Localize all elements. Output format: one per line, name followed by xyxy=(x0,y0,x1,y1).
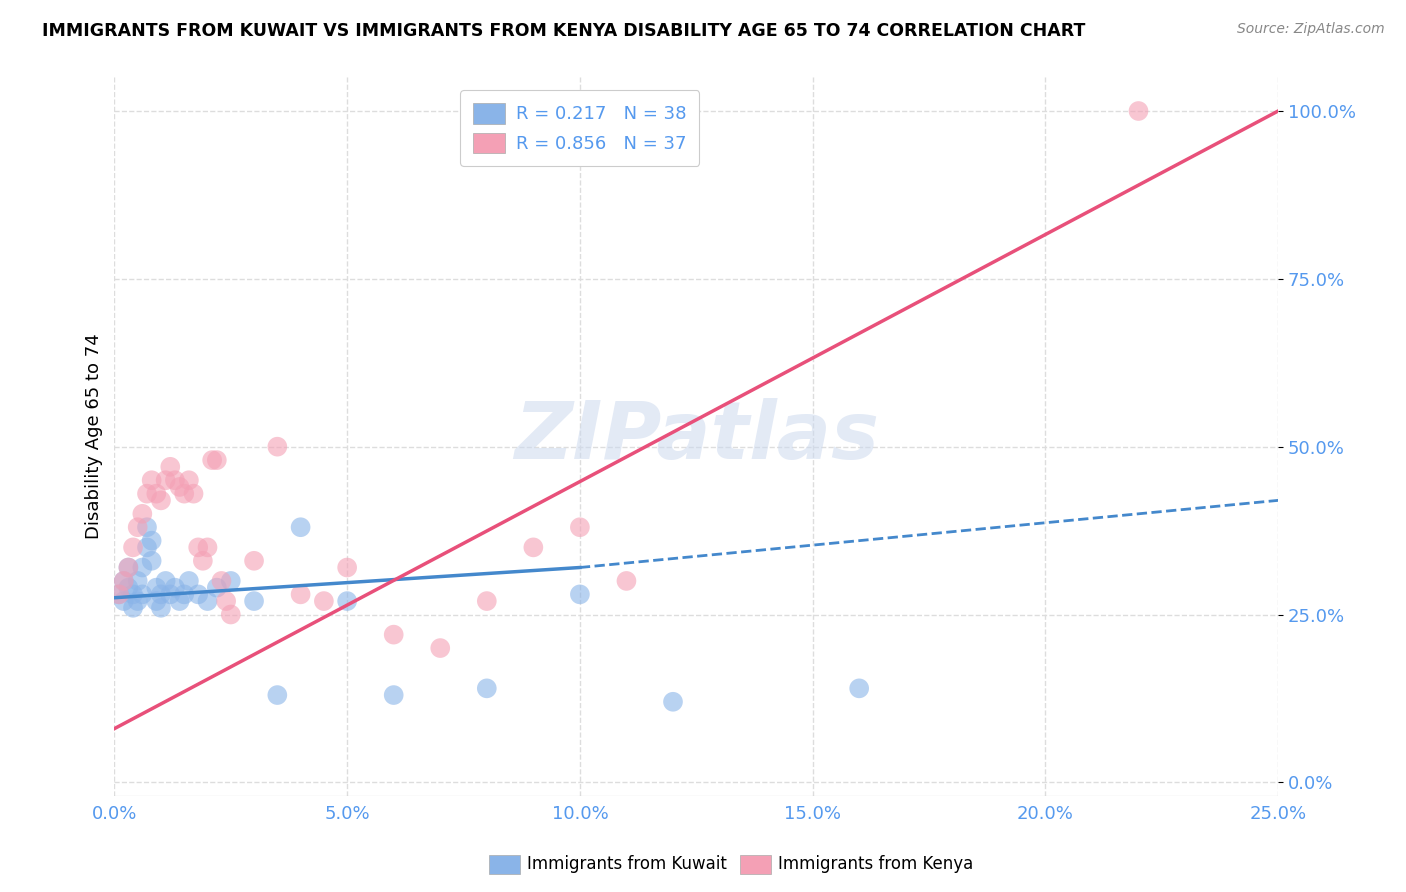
Point xyxy=(127,520,149,534)
Point xyxy=(112,574,135,588)
Text: Immigrants from Kuwait: Immigrants from Kuwait xyxy=(527,855,727,873)
Point xyxy=(243,554,266,568)
Point xyxy=(177,574,200,588)
Point xyxy=(197,541,219,555)
Point xyxy=(131,507,153,521)
Point xyxy=(155,574,177,588)
Point xyxy=(169,480,191,494)
Point xyxy=(117,560,139,574)
Point xyxy=(243,594,266,608)
Point xyxy=(131,587,153,601)
Point xyxy=(336,560,359,574)
Point xyxy=(475,594,498,608)
Point xyxy=(429,641,451,656)
Point xyxy=(163,473,186,487)
Point xyxy=(219,574,242,588)
Point xyxy=(122,600,145,615)
Point xyxy=(131,560,153,574)
Point xyxy=(117,581,139,595)
Point xyxy=(382,688,405,702)
Text: Source: ZipAtlas.com: Source: ZipAtlas.com xyxy=(1237,22,1385,37)
Point xyxy=(205,453,228,467)
Point xyxy=(382,627,405,641)
Point xyxy=(117,560,139,574)
Point xyxy=(475,681,498,696)
Point xyxy=(149,600,172,615)
Point xyxy=(112,574,135,588)
Point xyxy=(568,587,591,601)
Text: ZIPatlas: ZIPatlas xyxy=(513,398,879,475)
Point xyxy=(219,607,242,622)
Point xyxy=(662,695,685,709)
Point xyxy=(848,681,870,696)
Point xyxy=(266,440,288,454)
Point xyxy=(141,473,163,487)
Point xyxy=(159,587,181,601)
Text: IMMIGRANTS FROM KUWAIT VS IMMIGRANTS FROM KENYA DISABILITY AGE 65 TO 74 CORRELAT: IMMIGRANTS FROM KUWAIT VS IMMIGRANTS FRO… xyxy=(42,22,1085,40)
Point xyxy=(173,587,195,601)
Point xyxy=(1128,103,1150,118)
Point xyxy=(177,473,200,487)
Point xyxy=(197,594,219,608)
Point xyxy=(127,594,149,608)
Point xyxy=(145,581,167,595)
Point xyxy=(191,554,214,568)
Point xyxy=(205,581,228,595)
Point xyxy=(173,486,195,500)
Point xyxy=(108,587,131,601)
Point xyxy=(112,594,135,608)
Point xyxy=(122,587,145,601)
Point xyxy=(163,581,186,595)
Point xyxy=(616,574,638,588)
Point xyxy=(290,520,312,534)
Point xyxy=(159,459,181,474)
Point xyxy=(568,520,591,534)
Text: Immigrants from Kenya: Immigrants from Kenya xyxy=(778,855,973,873)
Point xyxy=(136,486,159,500)
Point xyxy=(290,587,312,601)
Point xyxy=(201,453,224,467)
Y-axis label: Disability Age 65 to 74: Disability Age 65 to 74 xyxy=(86,334,103,540)
Legend: R = 0.217   N = 38, R = 0.856   N = 37: R = 0.217 N = 38, R = 0.856 N = 37 xyxy=(460,90,699,166)
Point xyxy=(169,594,191,608)
Point xyxy=(155,473,177,487)
Point xyxy=(149,493,172,508)
Point xyxy=(145,594,167,608)
Point xyxy=(127,574,149,588)
Point xyxy=(183,486,205,500)
Point xyxy=(215,594,238,608)
Point xyxy=(266,688,288,702)
Point xyxy=(149,587,172,601)
Point xyxy=(136,541,159,555)
Point xyxy=(136,520,159,534)
Point xyxy=(187,587,209,601)
Point xyxy=(108,587,131,601)
Point xyxy=(187,541,209,555)
Point xyxy=(336,594,359,608)
Point xyxy=(522,541,544,555)
Point xyxy=(141,554,163,568)
Point xyxy=(211,574,233,588)
Point xyxy=(145,486,167,500)
Point xyxy=(141,533,163,548)
Point xyxy=(122,541,145,555)
Point xyxy=(312,594,335,608)
